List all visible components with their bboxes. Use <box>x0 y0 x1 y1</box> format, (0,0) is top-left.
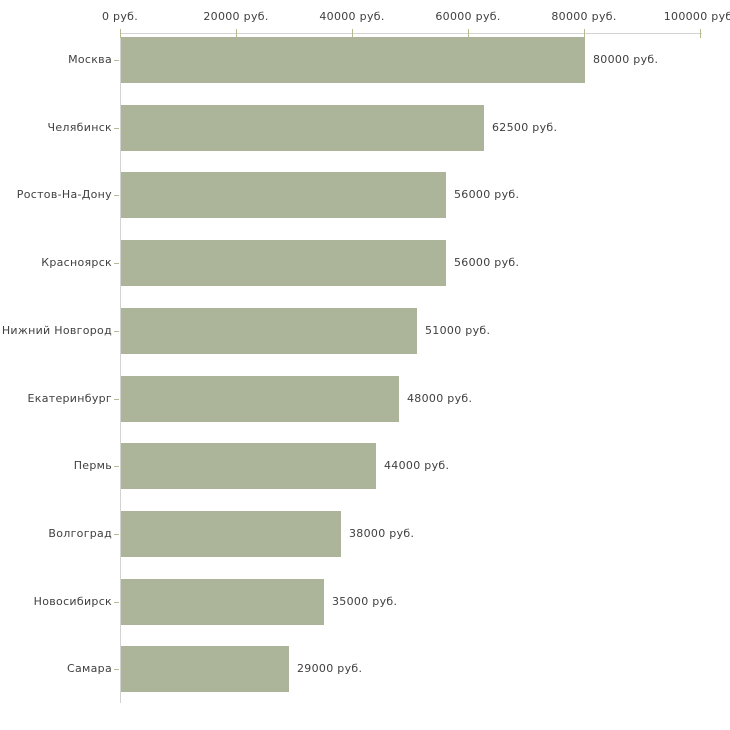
value-label: 56000 руб. <box>454 188 520 201</box>
bar <box>121 308 417 354</box>
bar <box>121 105 484 151</box>
x-axis-tick-mark <box>236 29 237 38</box>
category-tick-mark <box>114 669 119 670</box>
x-axis-tick-mark <box>700 29 701 38</box>
category-tick-mark <box>114 128 119 129</box>
category-tick-mark <box>114 466 119 467</box>
value-label: 29000 руб. <box>297 662 363 675</box>
category-label: Москва <box>68 53 112 66</box>
x-axis-tick-label: 100000 руб. <box>663 10 730 23</box>
category-label: Новосибирск <box>33 595 112 608</box>
category-label: Пермь <box>73 459 112 472</box>
category-tick-mark <box>114 195 119 196</box>
bar <box>121 443 376 489</box>
x-axis-tick-mark <box>468 29 469 38</box>
value-label: 48000 руб. <box>407 392 473 405</box>
value-label: 35000 руб. <box>332 595 398 608</box>
bar <box>121 172 446 218</box>
value-label: 80000 руб. <box>593 53 659 66</box>
bar <box>121 37 585 83</box>
category-label: Нижний Новгород <box>1 324 112 337</box>
category-label: Челябинск <box>47 121 112 134</box>
bar <box>121 579 324 625</box>
bar <box>121 511 341 557</box>
bar <box>121 376 399 422</box>
value-label: 44000 руб. <box>384 459 450 472</box>
y-axis-line <box>120 33 121 703</box>
x-axis-tick-mark <box>352 29 353 38</box>
value-label: 56000 руб. <box>454 256 520 269</box>
x-axis-line <box>120 33 702 34</box>
value-label: 51000 руб. <box>425 324 491 337</box>
category-tick-mark <box>114 60 119 61</box>
x-axis-tick-mark <box>584 29 585 38</box>
x-axis-tick-label: 80000 руб. <box>551 10 617 23</box>
category-label: Самара <box>67 662 112 675</box>
category-label: Екатеринбург <box>27 392 112 405</box>
value-label: 38000 руб. <box>349 527 415 540</box>
category-label: Ростов-На-Дону <box>16 188 112 201</box>
category-tick-mark <box>114 602 119 603</box>
bar <box>121 240 446 286</box>
x-axis-tick-label: 40000 руб. <box>319 10 385 23</box>
category-tick-mark <box>114 263 119 264</box>
category-label: Волгоград <box>48 527 112 540</box>
x-axis-tick-label: 60000 руб. <box>435 10 501 23</box>
x-axis-tick-mark <box>120 29 121 38</box>
bar <box>121 646 289 692</box>
x-axis-tick-label: 0 руб. <box>101 10 139 23</box>
category-label: Красноярск <box>41 256 112 269</box>
x-axis-tick-label: 20000 руб. <box>203 10 269 23</box>
category-tick-mark <box>114 331 119 332</box>
value-label: 62500 руб. <box>492 121 558 134</box>
category-tick-mark <box>114 534 119 535</box>
category-tick-mark <box>114 399 119 400</box>
